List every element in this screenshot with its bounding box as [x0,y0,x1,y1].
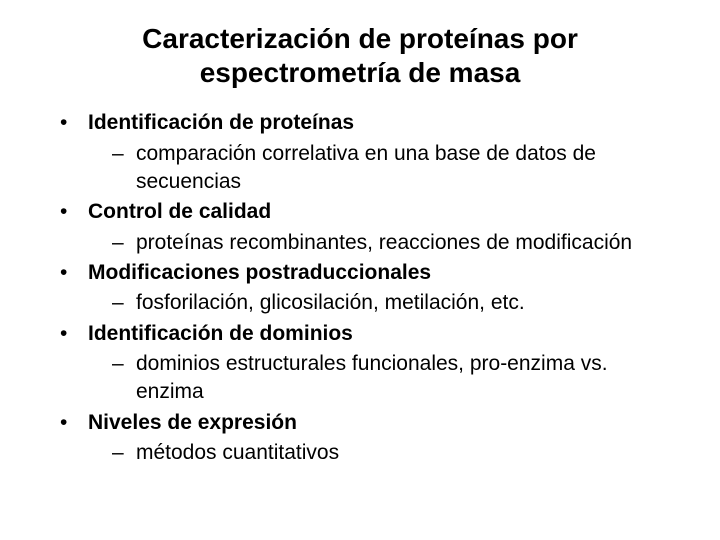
item-heading: Control de calidad [88,200,271,223]
sub-list: comparación correlativa en una base de d… [88,140,680,197]
sub-item: dominios estructurales funcionales, pro-… [88,350,680,407]
sub-list: fosforilación, glicosilación, metilación… [88,289,680,317]
slide-title: Caracterización de proteínas por espectr… [40,22,680,89]
item-heading: Modificaciones postraduccionales [88,261,431,284]
sub-list: dominios estructurales funcionales, pro-… [88,350,680,407]
list-item: Niveles de expresión métodos cuantitativ… [60,409,680,468]
sub-item: comparación correlativa en una base de d… [88,140,680,197]
list-item: Identificación de proteínas comparación … [60,109,680,196]
list-item: Control de calidad proteínas recombinant… [60,198,680,257]
sub-list: métodos cuantitativos [88,439,680,467]
item-heading: Identificación de proteínas [88,111,354,134]
bullet-list: Identificación de proteínas comparación … [60,109,680,467]
sub-list: proteínas recombinantes, reacciones de m… [88,229,680,257]
sub-item: fosforilación, glicosilación, metilación… [88,289,680,317]
slide: Caracterización de proteínas por espectr… [0,0,720,540]
list-item: Identificación de dominios dominios estr… [60,320,680,407]
sub-item: proteínas recombinantes, reacciones de m… [88,229,680,257]
sub-item: métodos cuantitativos [88,439,680,467]
item-heading: Niveles de expresión [88,411,297,434]
item-heading: Identificación de dominios [88,322,353,345]
slide-content: Identificación de proteínas comparación … [40,109,680,467]
list-item: Modificaciones postraduccionales fosfori… [60,259,680,318]
